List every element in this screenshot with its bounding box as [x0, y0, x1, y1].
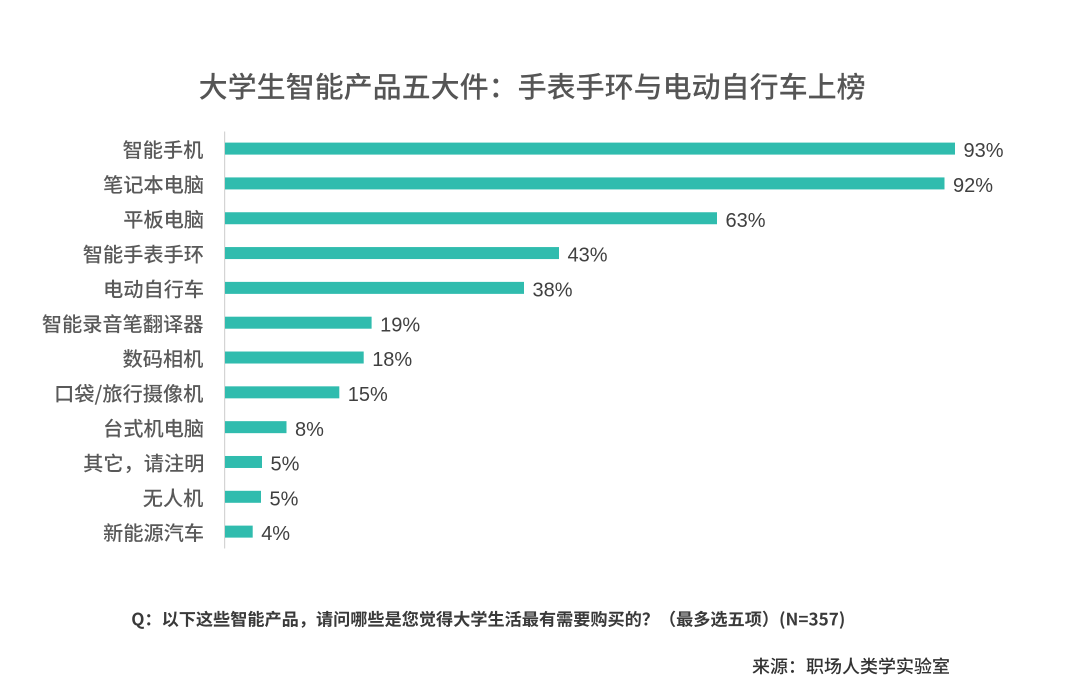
svg-text:5%: 5% [270, 488, 299, 510]
svg-text:93%: 93% [964, 140, 1004, 162]
svg-text:63%: 63% [726, 210, 766, 232]
svg-text:5%: 5% [271, 454, 300, 476]
svg-text:38%: 38% [533, 279, 573, 301]
svg-text:43%: 43% [568, 245, 608, 267]
svg-text:19%: 19% [380, 314, 420, 336]
svg-text:18%: 18% [372, 349, 412, 371]
svg-text:15%: 15% [348, 384, 388, 406]
svg-text:8%: 8% [295, 419, 324, 441]
svg-text:92%: 92% [953, 175, 993, 197]
svg-text:4%: 4% [261, 523, 290, 545]
